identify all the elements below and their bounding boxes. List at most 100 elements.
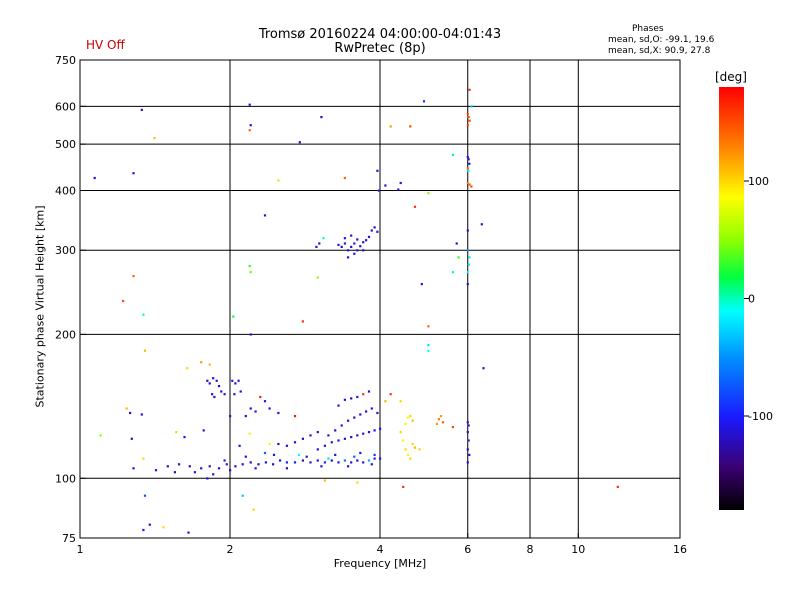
x-axis-label: Frequency [MHz] [333,557,427,570]
scatter-point [468,119,471,122]
scatter-point [248,265,251,268]
scatter-point [468,162,471,165]
scatter-point [353,252,356,255]
scatter-point [279,459,282,462]
scatter-point [468,453,471,456]
scatter-point [347,249,350,252]
scatter-point [212,473,215,476]
scatter-point [470,105,473,108]
scatter-point [376,411,379,415]
scatter-point [316,459,319,462]
scatter-point [353,416,356,419]
scatter-point [305,455,308,458]
scatter-point [293,415,297,418]
scatter-point [309,461,312,464]
scatter-point [399,400,402,403]
scatter-point [206,379,209,382]
colorbar-tick-label: 0 [748,293,755,306]
scatter-point [187,531,190,534]
scatter-point [316,431,319,434]
scatter-point [427,344,430,347]
scatter-point [140,108,143,111]
scatter-point [466,124,469,127]
colorbar [719,87,744,510]
axis-ticks: 1 2 4 6 8 10 16 75 100 200 300 400 500 600 750 [55,54,687,556]
scatter-point [293,461,297,464]
scatter-point [285,467,288,470]
scatter-point [467,263,470,266]
scatter-points [93,88,619,534]
scatter-point [466,431,469,434]
scatter-point [359,451,362,455]
y-tick-label: 200 [55,328,76,341]
x-tick-label: 8 [527,543,534,556]
scatter-point [208,465,211,468]
scatter-point [238,444,241,447]
scatter-point [285,444,288,447]
scatter-point [343,459,346,462]
scatter-point [356,481,359,484]
y-tick-label: 500 [55,138,76,151]
scatter-point [356,459,359,462]
scatter-point [297,453,301,456]
scatter-point [244,415,247,418]
scatter-point [466,249,469,252]
scatter-point [377,189,381,192]
scatter-point [142,528,145,532]
scatter-point [175,431,178,434]
scatter-point [467,424,470,427]
scatter-point [206,477,209,480]
scatter-point [413,446,417,449]
scatter-point [248,432,251,435]
scatter-point [427,349,430,352]
scatter-point [263,400,267,403]
scatter-point [399,181,402,185]
scatter-point [362,249,365,252]
scatter-point [178,463,181,466]
chart-title: Tromsø 20160224 04:00:00-04:01:43 [258,27,502,42]
scatter-point [337,461,340,464]
scatter-point [468,183,471,186]
y-axis-label: Stationary phase Virtual Height [km] [33,205,47,408]
scatter-point [370,229,373,232]
scatter-point [389,125,392,128]
scatter-point [347,419,350,422]
scatter-point [129,411,132,415]
scatter-point [365,410,368,413]
scatter-point [467,116,470,119]
scatter-point [186,367,189,370]
scatter-point [254,467,257,470]
y-tick-label: 600 [55,100,76,113]
colorbar-ticks: 100 0 -100 [744,175,773,423]
scatter-point [437,418,440,421]
scatter-point [93,176,96,180]
scatter-point [353,455,356,458]
scatter-point [422,100,426,103]
scatter-point [183,436,186,439]
scatter-point [130,437,133,440]
scatter-point [376,169,379,172]
scatter-point [359,413,362,416]
scatter-point [413,205,417,208]
scatter-point [373,226,376,229]
scatter-point [373,429,376,432]
y-tick-label: 750 [55,54,76,67]
scatter-point [322,237,325,240]
scatter-point [153,137,156,140]
scatter-point [399,431,402,434]
scatter-point [441,421,445,424]
scatter-point [248,129,251,132]
scatter-point [200,361,203,364]
scatter-point [402,485,405,488]
scatter-point [142,457,145,460]
scatter-point [229,469,232,472]
scatter-point [154,469,158,472]
scatter-point [334,429,337,432]
scatter-point [373,453,376,456]
scatter-point [468,256,471,259]
scatter-point [173,471,176,474]
scatter-point [241,494,244,497]
scatter-point [466,113,469,116]
scatter-point [244,455,247,458]
